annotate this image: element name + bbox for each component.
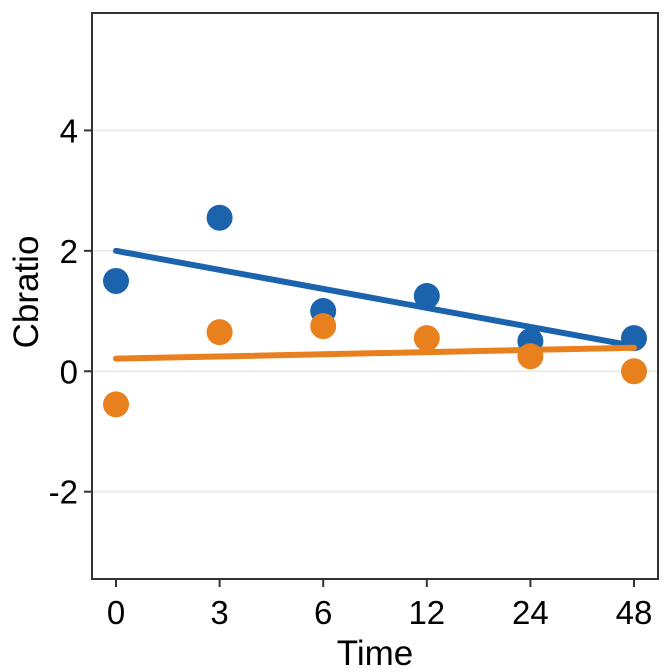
trendlines-layer [113, 247, 637, 362]
x-axis-title: Time [337, 634, 413, 672]
axis-ticks-layer [84, 129, 635, 587]
y-tick-label: 4 [60, 112, 78, 149]
y-axis-title: Cbratio [7, 236, 46, 349]
x-tick-label: 3 [210, 594, 228, 631]
points-layer [103, 204, 647, 418]
data-point-blue [103, 267, 129, 294]
x-tick-label: 6 [314, 594, 332, 631]
x-tick-label: 12 [408, 594, 445, 631]
gridlines-layer [92, 129, 658, 493]
x-tick-label: 24 [512, 594, 549, 631]
data-point-orange [621, 358, 647, 385]
trendline-blue [113, 247, 637, 349]
y-tick-label: 0 [60, 353, 78, 390]
data-point-orange [413, 325, 440, 352]
y-tick-label: -2 [49, 474, 78, 511]
x-tick-label: 48 [616, 594, 653, 631]
data-point-orange [206, 319, 233, 346]
y-tick-label: 2 [60, 233, 78, 270]
x-tick-label: 0 [107, 594, 125, 631]
data-point-blue [413, 283, 440, 309]
trendline-orange [113, 344, 637, 362]
panel-border [91, 12, 659, 580]
data-point-orange [310, 313, 337, 340]
data-point-blue [206, 204, 233, 231]
data-point-orange [103, 391, 129, 418]
